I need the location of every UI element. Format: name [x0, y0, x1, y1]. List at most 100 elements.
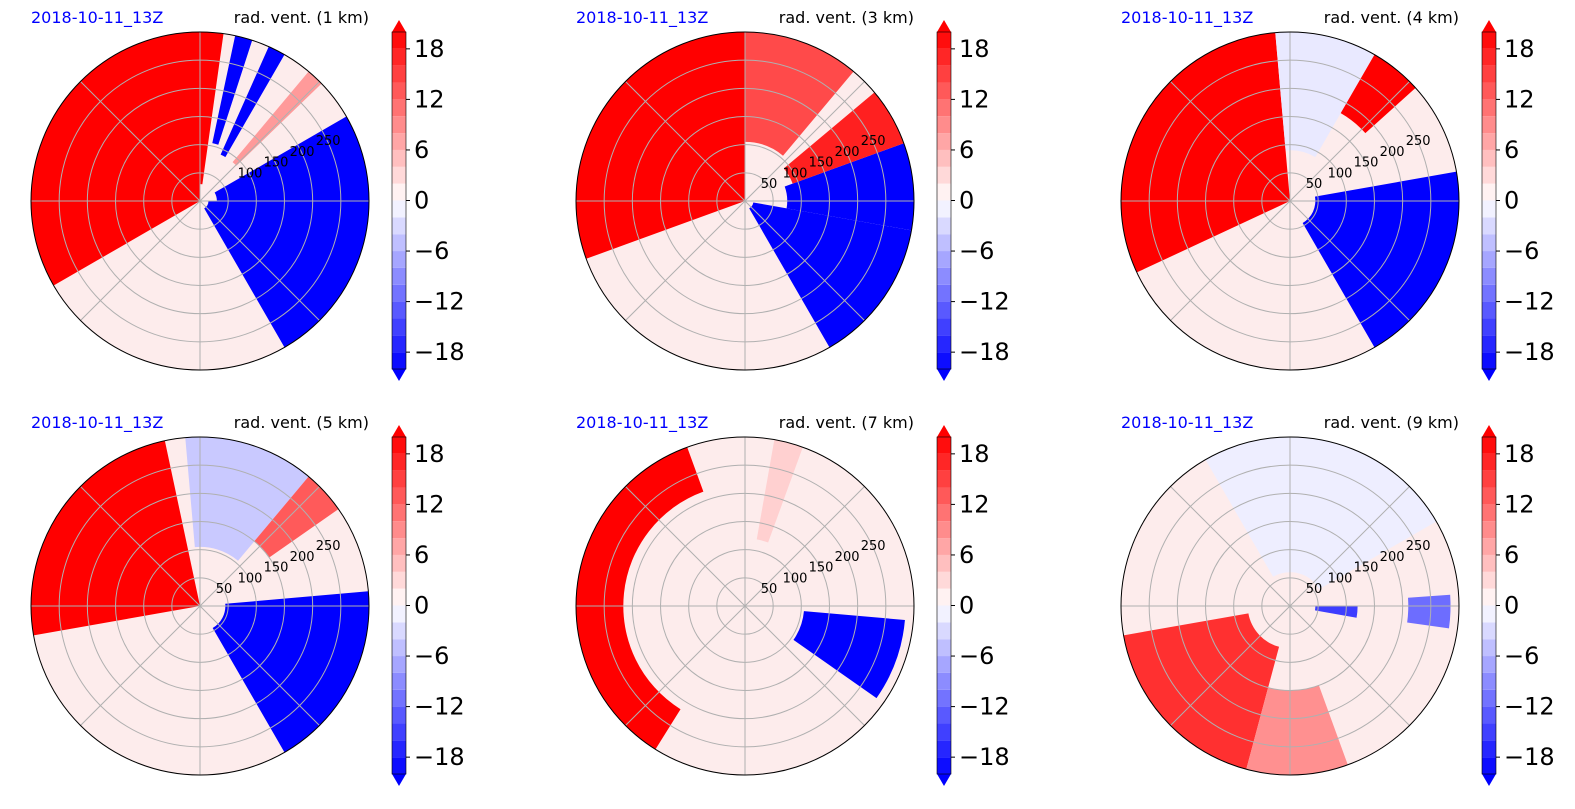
- colorbar-extend-min: [392, 774, 406, 786]
- colorbar: 18 12 6 0 −18 −12 −6: [1481, 425, 1555, 786]
- colorbar-level: [392, 706, 406, 724]
- colorbar-level: [1482, 453, 1496, 471]
- colorbar-level: [392, 301, 406, 319]
- colorbar-level: [392, 538, 406, 555]
- colorbar-level: [937, 82, 951, 100]
- colorbar-tick-label: −12: [1504, 288, 1555, 316]
- field-region: [1205, 437, 1437, 590]
- colorbar-tick-label: 0: [959, 592, 974, 620]
- colorbar-level: [1482, 504, 1496, 522]
- azimuth-line: [1289, 605, 1410, 726]
- azimuth-line: [1170, 200, 1291, 321]
- colorbar-level: [392, 335, 406, 353]
- colorbar-tick-label: 6: [959, 136, 974, 164]
- field-region: [204, 201, 369, 348]
- azimuth-line: [625, 605, 746, 726]
- range-ring-label: 150: [264, 561, 289, 576]
- range-ring-label: 150: [809, 156, 834, 171]
- field-region: [1121, 32, 1290, 273]
- field-region: [1314, 606, 1358, 618]
- colorbar-level: [937, 538, 951, 555]
- colorbar-level: [937, 32, 951, 49]
- colorbar-level: [1482, 538, 1496, 555]
- range-ring-label: 150: [809, 561, 834, 576]
- range-ring-label: 200: [835, 550, 860, 565]
- field-region: [1275, 32, 1375, 158]
- colorbar-level: [392, 571, 406, 589]
- field-region: [1246, 685, 1348, 775]
- colorbar-level: [392, 470, 406, 488]
- azimuth-line: [80, 605, 201, 726]
- colorbar-level: [392, 757, 406, 774]
- colorbar-level: [1482, 234, 1496, 252]
- colorbar-level: [392, 32, 406, 49]
- range-ring-label: 50: [1306, 582, 1323, 597]
- colorbar-level: [1482, 251, 1496, 268]
- colorbar-level: [392, 453, 406, 471]
- azimuth-line: [1170, 605, 1291, 726]
- panel-date-label: 2018-10-11_13Z: [1121, 8, 1254, 27]
- colorbar-level: [937, 65, 951, 83]
- panel-4: 2018-10-11_13Z rad. vent. (5 km) 50 100 150 2…: [0, 405, 480, 805]
- polar-frame: [1120, 436, 1460, 776]
- range-ring-label: 50: [216, 582, 233, 597]
- colorbar-level: [1482, 554, 1496, 572]
- colorbar-tick-label: 6: [414, 541, 429, 569]
- colorbar-extend-max: [937, 20, 951, 32]
- colorbar-tick-label: −18: [414, 743, 465, 771]
- colorbar-level: [937, 605, 951, 623]
- colorbar-level: [392, 588, 406, 606]
- colorbar-level: [937, 251, 951, 268]
- field-region: [1407, 594, 1451, 629]
- azimuth-line: [744, 81, 865, 202]
- colorbar-tick-label: 12: [1504, 490, 1535, 518]
- range-ring-label: 100: [783, 166, 808, 181]
- polar-frame: [575, 436, 915, 776]
- colorbar-tick-label: −18: [414, 338, 465, 366]
- colorbar-extend-max: [1482, 425, 1496, 437]
- colorbar-tick-label: −6: [414, 237, 449, 265]
- colorbar-extend-min: [1482, 774, 1496, 786]
- field-region: [185, 437, 309, 561]
- colorbar-level: [937, 234, 951, 252]
- colorbar-level: [392, 656, 406, 673]
- colorbar-tick-label: 6: [414, 136, 429, 164]
- field-region: [212, 591, 369, 753]
- colorbar-tick-label: −18: [959, 743, 1010, 771]
- colorbar-tick-label: −6: [1504, 642, 1539, 670]
- azimuth-line: [744, 200, 865, 321]
- colorbar-level: [392, 48, 406, 66]
- colorbar-level: [1482, 48, 1496, 66]
- panel-date-label: 2018-10-11_13Z: [31, 8, 164, 27]
- colorbar-level: [937, 217, 951, 235]
- colorbar-tick-label: −6: [1504, 237, 1539, 265]
- colorbar-level: [937, 521, 951, 539]
- colorbar-tick-label: −12: [959, 693, 1010, 721]
- colorbar-level: [937, 504, 951, 522]
- colorbar-level: [392, 639, 406, 657]
- colorbar-level: [392, 82, 406, 100]
- colorbar-tick-label: −18: [959, 338, 1010, 366]
- colorbar-level: [937, 200, 951, 218]
- azimuth-line: [625, 486, 746, 607]
- colorbar-level: [392, 672, 406, 690]
- panel-title: rad. vent. (5 km): [233, 413, 369, 432]
- colorbar-level: [392, 352, 406, 369]
- panel-title: rad. vent. (4 km): [1323, 8, 1459, 27]
- colorbar-level: [937, 149, 951, 167]
- colorbar-extend-max: [392, 20, 406, 32]
- colorbar-level: [1482, 487, 1496, 505]
- range-ring-label: 250: [316, 539, 341, 554]
- colorbar-level: [937, 99, 951, 117]
- colorbar-level: [392, 116, 406, 134]
- azimuth-line: [744, 486, 865, 607]
- colorbar-level: [1482, 166, 1496, 184]
- polar-frame: [1120, 31, 1460, 371]
- colorbar-tick-label: 0: [1504, 592, 1519, 620]
- colorbar-level: [937, 48, 951, 66]
- colorbar-tick-label: 18: [959, 35, 990, 63]
